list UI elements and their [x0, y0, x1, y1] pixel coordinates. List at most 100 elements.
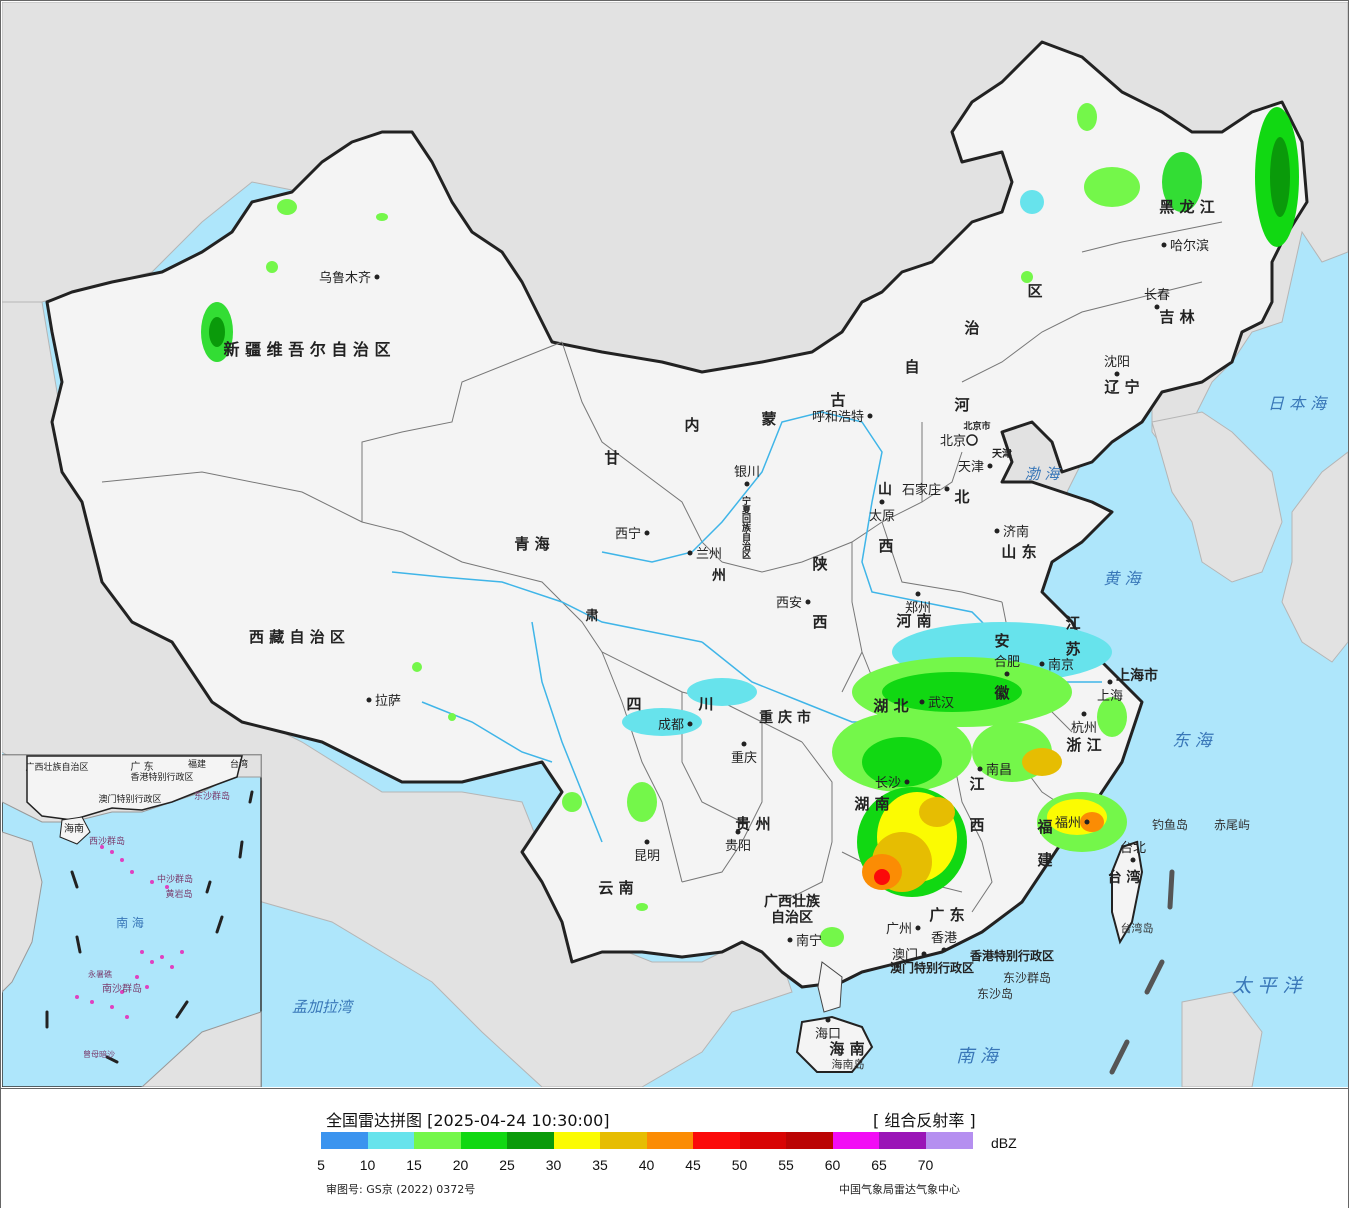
city-marker: [1114, 371, 1120, 377]
region-shaanxi1: 陕: [812, 555, 827, 573]
city-label: 乌鲁木齐: [319, 270, 371, 286]
city-marker: [904, 779, 910, 785]
region-hunan: 湖 南: [854, 795, 889, 813]
city-taiyuan: 太原: [869, 499, 895, 524]
region-guangxi2: 自治区: [771, 909, 813, 926]
china-radar-map: 乌鲁木齐拉萨西宁兰州银川呼和浩特北京天津石家庄太原济南郑州西安成都重庆贵阳昆明南…: [2, 2, 1348, 1087]
city-harbin: 哈尔滨: [1161, 238, 1209, 254]
region-sichuan1: 四: [626, 695, 641, 713]
color-swatch: [693, 1132, 740, 1149]
sea-southsea: 南 海: [956, 1046, 1001, 1067]
city-changsha: 长沙: [875, 776, 910, 791]
city-marker: [994, 528, 1000, 534]
city-marker: [687, 721, 693, 727]
inset-i_gd: 广 东: [130, 760, 153, 773]
product-name: [ 组合反射率 ]: [873, 1111, 976, 1130]
philippines: [1181, 991, 1263, 1087]
scale-tick: 10: [359, 1157, 376, 1173]
city-marker: [1084, 819, 1090, 825]
city-label: 兰州: [696, 547, 722, 562]
city-label: 拉萨: [375, 694, 401, 709]
city-label: 香港: [931, 931, 957, 946]
region-beijingshi: 北京市: [963, 420, 990, 432]
inset-i_nh: 南 海: [116, 915, 144, 930]
source-agency: 中国气象局雷达气象中心: [839, 1183, 960, 1196]
island-dongsha: 东沙岛: [977, 986, 1013, 1001]
region-hebei1: 河: [954, 396, 969, 414]
region-neimeng6: 区: [1027, 282, 1042, 300]
scale-tick: 5: [317, 1157, 325, 1173]
inset-i_ysj: 永暑礁: [88, 969, 112, 979]
city-taipei: 台北: [1120, 841, 1146, 863]
color-swatch: [321, 1132, 368, 1149]
city-nanjing: 南京: [1039, 657, 1074, 673]
city-chengdu: 成都: [658, 718, 693, 733]
city-marker: [915, 925, 921, 931]
scale-tick: 15: [406, 1157, 422, 1173]
city-guangzhou: 广州: [886, 922, 921, 937]
legend-title: 全国雷达拼图 [2025-04-24 10:30:00]: [326, 1111, 610, 1130]
region-anhui1: 安: [994, 632, 1009, 650]
city-label: 沈阳: [1104, 355, 1130, 370]
city-label: 石家庄: [902, 482, 941, 498]
city-label: 太原: [869, 509, 895, 524]
city-marker: [825, 1017, 831, 1023]
inset-i_hk: 香港特别行政区: [130, 771, 193, 783]
city-label: 西安: [776, 596, 802, 611]
city-hefei: 合肥: [994, 655, 1020, 677]
city-marker: [1004, 671, 1010, 677]
city-marker: [867, 413, 873, 419]
region-shanghaishi: 上海市: [1116, 667, 1158, 684]
taiwan-island: [1111, 840, 1144, 945]
sea-labels: 日 本 海渤 海黄 海东 海太 平 洋南 海 孟加拉湾: [292, 394, 1328, 1067]
city-label: 长沙: [875, 776, 901, 791]
city-kunming: 昆明: [634, 839, 660, 864]
city-label: 长春: [1144, 288, 1170, 303]
inset-i_xsqd: 西沙群岛: [89, 835, 125, 847]
island-dongsha_qd: 东沙群岛: [1003, 970, 1051, 985]
island-chiwei: 赤尾屿: [1214, 818, 1250, 832]
region-anhui2: 徽: [993, 684, 1010, 702]
city-marker: [987, 463, 993, 469]
city-marker: [741, 741, 747, 747]
city-marker: [644, 530, 650, 536]
city-label: 南京: [1048, 657, 1074, 673]
city-label: 福州: [1055, 816, 1081, 831]
city-labels: 乌鲁木齐拉萨西宁兰州银川呼和浩特北京天津石家庄太原济南郑州西安成都重庆贵阳昆明南…: [319, 238, 1209, 1042]
city-urumqi: 乌鲁木齐: [319, 270, 380, 286]
inset-i_dsqd: 东沙群岛: [194, 790, 230, 802]
island-diaoyu: 钓鱼岛: [1152, 817, 1188, 832]
inset-borneo: [141, 1011, 262, 1087]
scale-tick: 40: [638, 1157, 655, 1173]
city-label: 海口: [815, 1027, 841, 1042]
region-hubei: 湖 北: [873, 697, 908, 715]
city-marker: [966, 434, 978, 446]
city-marker: [374, 274, 380, 280]
hainan-island: [795, 1015, 874, 1073]
color-swatch: [460, 1132, 508, 1149]
inset-vietnam: [2, 831, 43, 993]
city-marker: [787, 937, 793, 943]
color-swatch: [507, 1132, 554, 1149]
region-guizhou: 贵 州: [735, 815, 770, 833]
city-marker: [1130, 857, 1136, 863]
region-zhejiang: 浙 江: [1066, 736, 1101, 754]
inset-i_fj: 福建: [188, 758, 206, 770]
color-swatch: [600, 1132, 647, 1149]
city-label: 台北: [1120, 841, 1146, 856]
city-label: 成都: [658, 718, 684, 733]
region-gansu: 甘: [604, 449, 619, 467]
city-label: 澳门: [892, 947, 918, 963]
scale-tick: 45: [685, 1157, 701, 1173]
leizhou-peninsula: [817, 961, 843, 1013]
region-hainan: 海 南: [829, 1040, 864, 1058]
city-label: 郑州: [905, 601, 931, 616]
city-label: 西宁: [615, 526, 641, 542]
radar-echoes: [201, 103, 1299, 947]
color-swatch: [414, 1132, 461, 1149]
city-label: 合肥: [994, 655, 1020, 670]
city-label: 贵阳: [725, 839, 751, 854]
region-jilin: 吉 林: [1159, 308, 1195, 326]
region-liaoning: 辽 宁: [1104, 378, 1139, 396]
